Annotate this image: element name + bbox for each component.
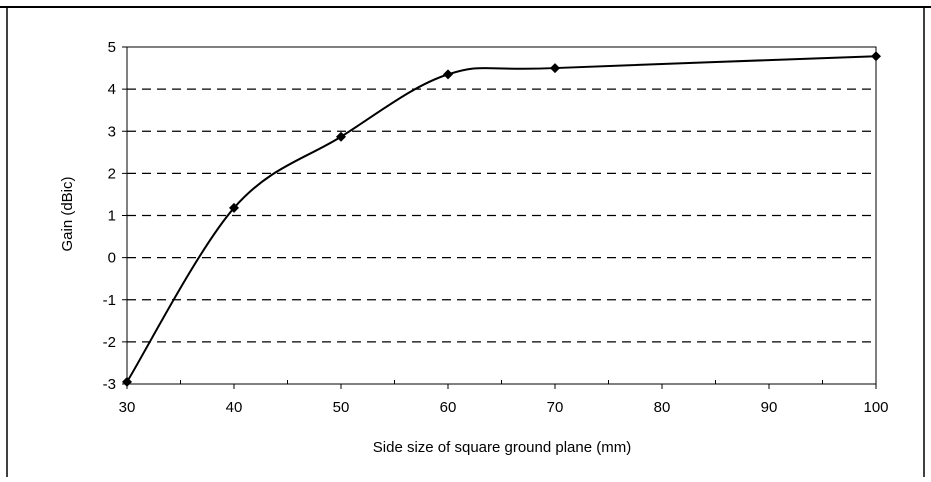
data-point-marker xyxy=(229,202,239,213)
y-tick-label: 1 xyxy=(108,208,116,225)
tick-layer xyxy=(122,46,877,389)
x-tick-label: 90 xyxy=(761,399,778,416)
y-tick-label: 2 xyxy=(108,165,116,182)
data-point-marker xyxy=(550,63,560,74)
y-tick-label: -3 xyxy=(103,376,116,393)
y-tick-label: -1 xyxy=(103,292,116,309)
x-tick-label: 40 xyxy=(226,399,243,416)
y-tick-label: 5 xyxy=(108,39,116,56)
label-layer: 5 4 3 2 1 0 -1 -2 -330 40 50 60 70 80 90 100 xyxy=(103,39,889,416)
x-tick-label: 60 xyxy=(440,399,457,416)
data-point-marker xyxy=(122,376,132,387)
x-tick-label: 50 xyxy=(333,399,350,416)
x-tick-label: 30 xyxy=(119,399,136,416)
y-tick-label: 0 xyxy=(108,250,116,267)
x-tick-label: 80 xyxy=(654,399,671,416)
y-axis-title: Gain (dBic) xyxy=(59,176,76,251)
series-line xyxy=(126,55,877,383)
x-axis-title: Side size of square ground plane (mm) xyxy=(373,439,631,456)
grid-layer xyxy=(127,88,876,343)
series-layer xyxy=(122,51,881,387)
x-tick-label: 70 xyxy=(547,399,564,416)
data-point-marker xyxy=(443,69,453,80)
y-tick-label: 3 xyxy=(108,123,116,140)
x-tick-label: 100 xyxy=(863,399,888,416)
y-tick-label: -2 xyxy=(103,334,116,351)
data-point-marker xyxy=(336,131,346,142)
y-tick-label: 4 xyxy=(108,81,116,98)
data-point-marker xyxy=(871,51,881,62)
